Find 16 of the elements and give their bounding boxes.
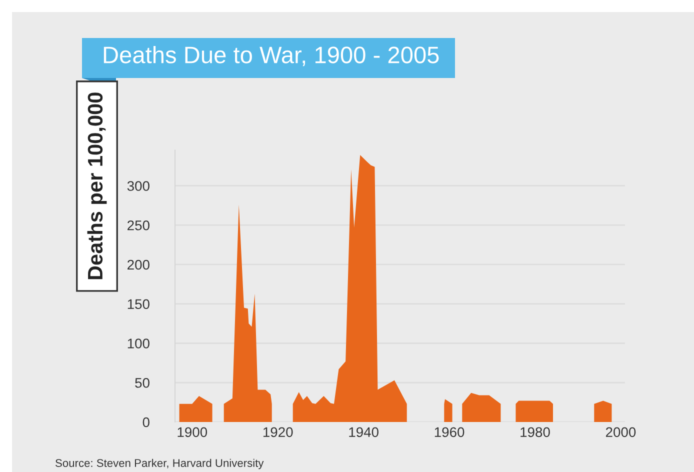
x-tick-label: 1940 — [349, 427, 378, 438]
x-tick-label: 1920 — [263, 427, 293, 438]
x-tick-label: 1900 — [178, 427, 208, 438]
y-tick-label: 250 — [128, 220, 150, 230]
chart-title: Deaths Due to War, 1900 - 2005 — [104, 46, 439, 66]
y-tick-label: 100 — [128, 338, 150, 348]
x-tick-label: 2000 — [606, 427, 636, 438]
y-axis-title: Deaths per 100,000 — [87, 92, 107, 280]
y-tick-label: 0 — [142, 417, 150, 428]
x-tick-label: 1980 — [520, 427, 550, 438]
y-tick-label: 200 — [128, 260, 150, 270]
y-tick-label: 50 — [135, 378, 150, 388]
y-tick-label: 300 — [127, 181, 150, 191]
x-tick-label: 1960 — [434, 427, 464, 438]
y-tick-label: 150 — [128, 299, 150, 310]
source-note: Source: Steven Parker, Harvard University — [56, 458, 264, 470]
